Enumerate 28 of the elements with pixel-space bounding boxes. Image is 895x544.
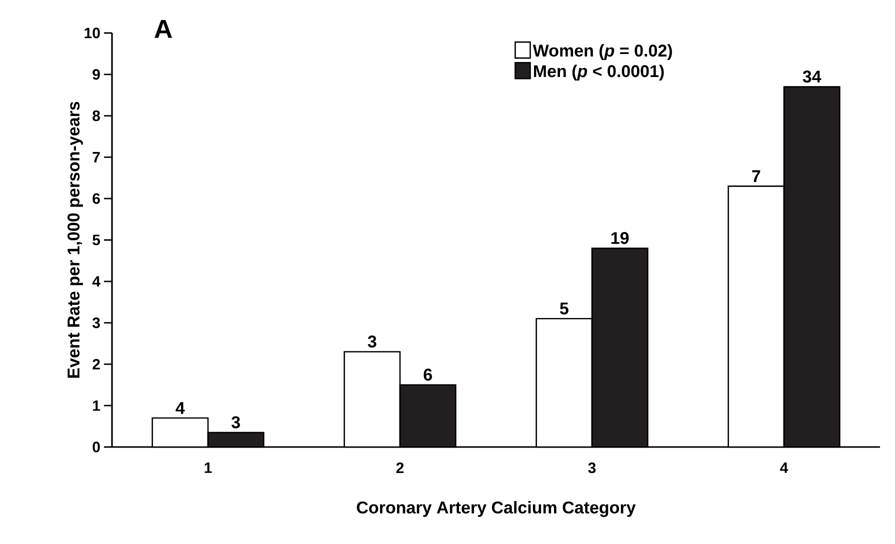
y-tick-label: 6: [92, 193, 100, 204]
legend-label: Women (p = 0.02): [532, 44, 672, 60]
annotation: 4: [176, 402, 185, 414]
y-tick-label: 5: [92, 234, 100, 246]
y-tick-label: 7: [92, 152, 100, 162]
y-tick-label: 1: [93, 400, 100, 411]
y-axis-title: Event Rate per 1,000 person-years: [68, 102, 83, 378]
annotation: A: [154, 20, 172, 38]
annotation: 34: [802, 70, 822, 83]
annotation: 7: [752, 170, 760, 182]
x-tick-label: 3: [588, 462, 596, 474]
y-tick-label: 9: [92, 69, 100, 80]
y-tick-label: 0: [92, 442, 100, 452]
y-tick-label: 4: [92, 276, 100, 287]
annotation: 19: [611, 232, 629, 244]
x-axis-title: Coronary Artery Calcium Category: [356, 501, 636, 517]
x-tick-label: 1: [204, 462, 212, 473]
x-tick-label: 2: [396, 462, 404, 474]
x-tick-label: 4: [780, 462, 788, 473]
annotation: 3: [368, 336, 376, 348]
annotation: 3: [232, 416, 240, 428]
annotation: 5: [560, 302, 568, 314]
y-tick-label: 3: [92, 317, 100, 328]
y-tick-label: 2: [92, 358, 100, 370]
y-tick-label: 10: [84, 28, 100, 38]
legend-label: Men (p < 0.0001): [534, 64, 664, 81]
y-tick-label: 8: [92, 110, 100, 122]
annotation: 6: [424, 368, 432, 381]
